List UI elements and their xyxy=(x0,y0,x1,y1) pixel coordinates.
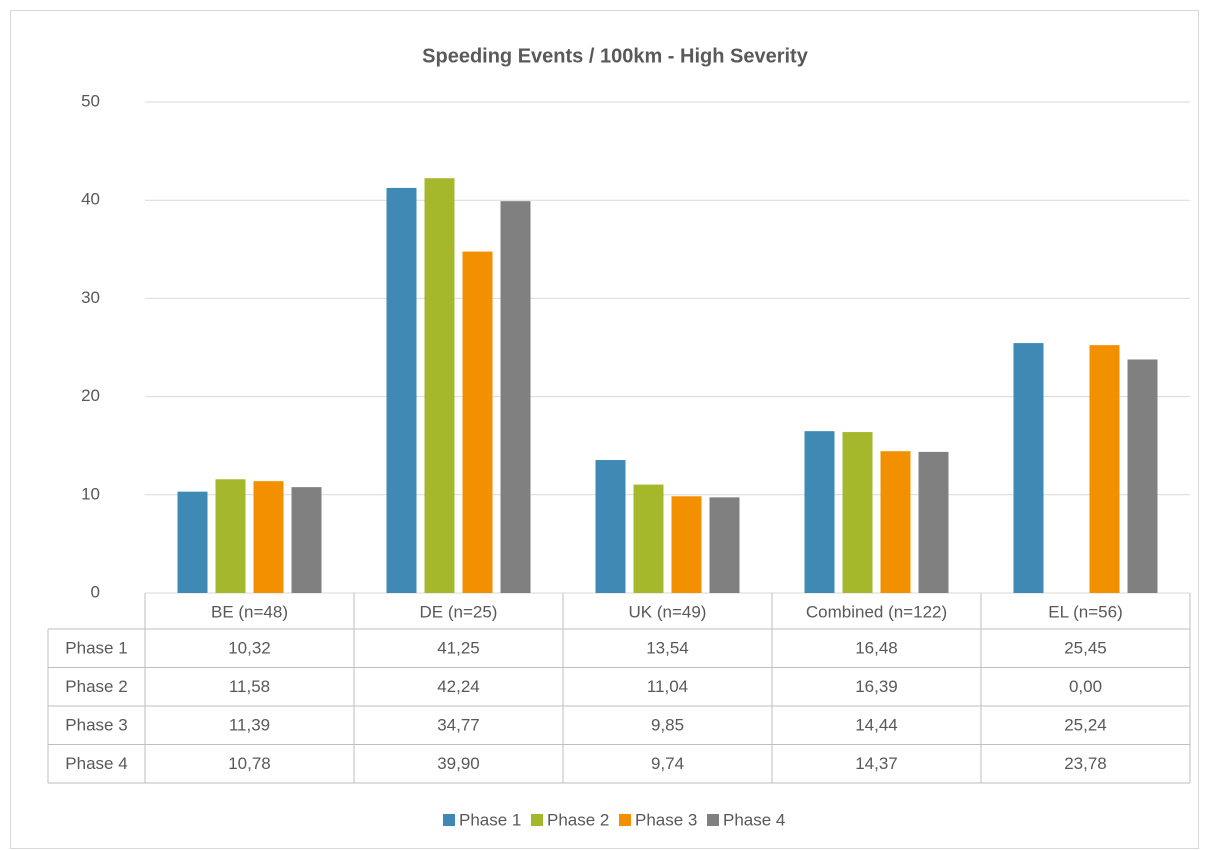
bar xyxy=(386,187,417,594)
table-cell: 10,32 xyxy=(228,639,271,658)
bar xyxy=(880,451,911,593)
chart-title: Speeding Events / 100km - High Severity xyxy=(422,45,809,67)
x-tick-label: BE (n=48) xyxy=(211,602,288,621)
table-cell: 9,74 xyxy=(651,754,684,773)
y-tick-label: 0 xyxy=(91,582,100,601)
bar xyxy=(595,460,626,593)
legend-swatch xyxy=(531,814,543,826)
legend-label: Phase 4 xyxy=(723,810,785,829)
bar xyxy=(918,451,949,593)
x-tick-label: UK (n=49) xyxy=(629,602,707,621)
table-cell: 34,77 xyxy=(437,716,480,735)
bar xyxy=(804,431,835,593)
x-tick-label: EL (n=56) xyxy=(1048,602,1123,621)
table-row-label: Phase 1 xyxy=(65,639,127,658)
y-tick-label: 30 xyxy=(81,288,100,307)
bar xyxy=(842,432,873,593)
bar xyxy=(462,251,493,593)
bar xyxy=(177,491,208,593)
table-cell: 11,58 xyxy=(229,677,270,696)
table-cell: 42,24 xyxy=(437,677,480,696)
table-cell: 16,39 xyxy=(855,677,898,696)
x-tick-label: Combined (n=122) xyxy=(806,602,947,621)
bar xyxy=(1013,343,1044,593)
table-cell: 9,85 xyxy=(651,716,684,735)
bar xyxy=(1127,359,1158,593)
table-row-label: Phase 3 xyxy=(65,716,127,735)
legend-swatch xyxy=(619,814,631,826)
table-cell: 16,48 xyxy=(855,639,898,658)
y-tick-label: 20 xyxy=(81,386,100,405)
table-cell: 13,54 xyxy=(646,639,689,658)
table-cell: 25,45 xyxy=(1064,639,1107,658)
table-cell: 11,39 xyxy=(229,716,270,735)
table-row-label: Phase 2 xyxy=(65,677,127,696)
bar xyxy=(1089,345,1120,593)
table-cell: 14,37 xyxy=(855,754,898,773)
bar xyxy=(671,496,702,593)
y-tick-label: 10 xyxy=(81,484,100,503)
bar xyxy=(253,481,284,593)
legend-label: Phase 3 xyxy=(635,810,697,829)
bar xyxy=(215,479,246,593)
y-tick-label: 40 xyxy=(81,190,100,209)
table-cell: 23,78 xyxy=(1064,754,1107,773)
y-tick-label: 50 xyxy=(81,91,100,110)
table-cell: 10,78 xyxy=(228,754,271,773)
legend-label: Phase 2 xyxy=(547,810,609,829)
table-cell: 0,00 xyxy=(1069,677,1102,696)
bar xyxy=(291,487,322,593)
bar xyxy=(633,484,664,593)
table-cell: 11,04 xyxy=(647,677,688,696)
legend-swatch xyxy=(443,814,455,826)
table-cell: 14,44 xyxy=(855,716,898,735)
legend-label: Phase 1 xyxy=(459,810,521,829)
x-tick-label: DE (n=25) xyxy=(420,602,498,621)
chart-border xyxy=(10,10,1199,849)
table-row-label: Phase 4 xyxy=(65,754,127,773)
table-cell: 41,25 xyxy=(437,639,480,658)
bar xyxy=(500,201,531,593)
legend-swatch xyxy=(707,814,719,826)
table-cell: 25,24 xyxy=(1064,716,1107,735)
bar xyxy=(424,178,455,594)
bar xyxy=(709,497,740,593)
table-cell: 39,90 xyxy=(437,754,480,773)
